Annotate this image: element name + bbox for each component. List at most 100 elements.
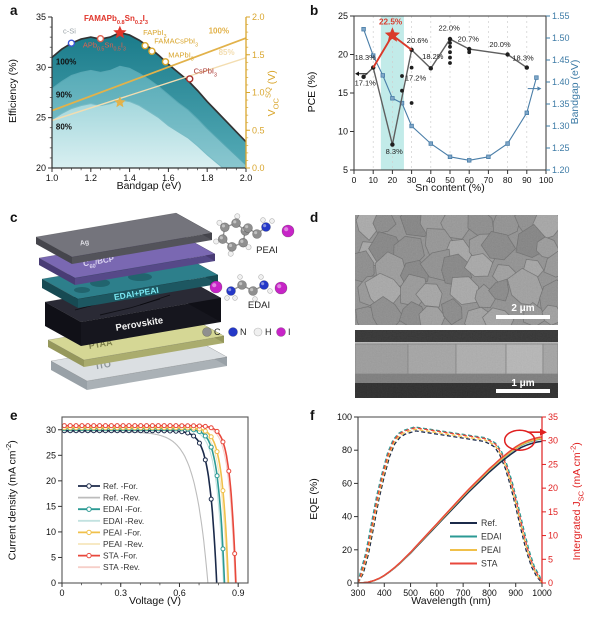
svg-text:30: 30 bbox=[407, 175, 417, 185]
svg-text:800: 800 bbox=[482, 588, 497, 598]
svg-text:700: 700 bbox=[456, 588, 471, 598]
svg-text:18.3%: 18.3% bbox=[512, 54, 534, 63]
svg-text:1.6: 1.6 bbox=[162, 173, 175, 183]
svg-text:25: 25 bbox=[548, 459, 558, 469]
svg-text:25: 25 bbox=[46, 450, 56, 460]
svg-text:EDAI: EDAI bbox=[481, 532, 502, 542]
svg-text:0.9: 0.9 bbox=[232, 588, 245, 598]
molecule-diagrams: PEAI EDAI bbox=[209, 213, 295, 311]
svg-text:1.25: 1.25 bbox=[552, 143, 570, 153]
svg-text:PEAI: PEAI bbox=[256, 245, 278, 256]
jv-curve bbox=[62, 427, 226, 584]
svg-text:30: 30 bbox=[36, 62, 46, 72]
svg-text:8.3%: 8.3% bbox=[386, 147, 403, 156]
svg-text:0: 0 bbox=[347, 578, 352, 588]
svg-text:10: 10 bbox=[46, 527, 56, 537]
svg-text:FAMAPb0.8Sn0.2I3: FAMAPb0.8Sn0.2I3 bbox=[84, 14, 148, 26]
svg-text:30: 30 bbox=[548, 436, 558, 446]
svg-text:FAPbI3: FAPbI3 bbox=[143, 28, 166, 40]
svg-text:1.0: 1.0 bbox=[252, 88, 265, 98]
svg-text:0.5: 0.5 bbox=[252, 125, 265, 135]
svg-text:C: C bbox=[214, 327, 221, 337]
panel-c: c ITO PTAA Perovskite EDAI+PEAI C60/BCP Ag PEA… bbox=[0, 205, 300, 405]
svg-text:0.3: 0.3 bbox=[114, 588, 127, 598]
pce-axis-arrow bbox=[355, 71, 359, 76]
svg-text:20: 20 bbox=[36, 163, 46, 173]
jsc-highlight-ellipse bbox=[503, 429, 536, 451]
scalebar-top bbox=[496, 315, 550, 319]
eqe-curve bbox=[358, 430, 542, 583]
panel-d-sem-images: 2 μm 1 μm bbox=[355, 215, 558, 398]
svg-text:85%: 85% bbox=[219, 48, 235, 57]
svg-text:5: 5 bbox=[343, 165, 348, 175]
svg-text:I: I bbox=[288, 327, 291, 337]
svg-text:0: 0 bbox=[352, 175, 357, 185]
panel-c-letter: c bbox=[10, 210, 18, 225]
svg-text:Ref. -For.: Ref. -For. bbox=[103, 481, 138, 491]
svg-text:20.7%: 20.7% bbox=[458, 34, 480, 43]
svg-text:MAPbI3: MAPbI3 bbox=[168, 50, 194, 62]
sem-cross-section bbox=[355, 330, 558, 398]
svg-text:500: 500 bbox=[403, 588, 418, 598]
svg-text:PEAI -Rev.: PEAI -Rev. bbox=[103, 539, 144, 549]
svg-text:1.55: 1.55 bbox=[552, 11, 570, 21]
panel-b-letter: b bbox=[310, 3, 319, 18]
svg-text:STA -Rev.: STA -Rev. bbox=[103, 562, 140, 572]
panel-a-letter: a bbox=[10, 3, 18, 18]
svg-text:90: 90 bbox=[522, 175, 532, 185]
svg-text:15: 15 bbox=[548, 507, 558, 517]
svg-text:EDAI -Rev.: EDAI -Rev. bbox=[103, 516, 144, 526]
sq-limit-bands bbox=[52, 31, 246, 168]
svg-text:APb0.5Sn0.5I3: APb0.5Sn0.5I3 bbox=[83, 41, 126, 53]
svg-text:5: 5 bbox=[548, 554, 553, 564]
svg-text:FAMACsPbI3: FAMACsPbI3 bbox=[154, 37, 198, 49]
svg-text:900: 900 bbox=[508, 588, 523, 598]
svg-text:18.3%: 18.3% bbox=[355, 53, 377, 62]
champion-star-marker bbox=[384, 27, 400, 42]
svg-text:90%: 90% bbox=[56, 91, 72, 100]
panel-b-chart: 17.1%18.3%8.3%22.5%20.6%17.2%18.2%22.0%2… bbox=[338, 11, 570, 185]
svg-text:22.5%: 22.5% bbox=[379, 17, 403, 26]
svg-text:25: 25 bbox=[338, 11, 348, 21]
svg-text:10: 10 bbox=[548, 531, 558, 541]
panel-b: b 17.1% 18.3% 8.3% 22.5% 20.6% 17.2% 18.2% 22.0… bbox=[300, 0, 600, 205]
svg-text:EDAI -For.: EDAI -For. bbox=[103, 504, 142, 514]
svg-text:17.1%: 17.1% bbox=[355, 78, 377, 87]
svg-text:1000: 1000 bbox=[532, 588, 552, 598]
svg-text:40: 40 bbox=[426, 175, 436, 185]
legend: Ref. EDAI PEAI STA bbox=[450, 518, 502, 569]
svg-text:20: 20 bbox=[388, 175, 398, 185]
svg-text:1 μm: 1 μm bbox=[511, 378, 534, 389]
svg-text:18.2%: 18.2% bbox=[422, 52, 444, 61]
eqe-curve bbox=[358, 427, 542, 583]
svg-text:60: 60 bbox=[464, 175, 474, 185]
eqe-curve bbox=[358, 426, 542, 583]
svg-text:2 μm: 2 μm bbox=[511, 303, 534, 314]
svg-text:1.20: 1.20 bbox=[552, 165, 570, 175]
svg-text:5: 5 bbox=[51, 552, 56, 562]
eqe-curve bbox=[358, 428, 542, 583]
svg-text:70: 70 bbox=[484, 175, 494, 185]
svg-text:STA -For.: STA -For. bbox=[103, 551, 138, 561]
svg-text:1.0: 1.0 bbox=[46, 173, 59, 183]
svg-text:10: 10 bbox=[368, 175, 378, 185]
svg-text:STA: STA bbox=[481, 559, 498, 569]
sem-top-view bbox=[355, 215, 558, 325]
svg-text:20: 20 bbox=[338, 50, 348, 60]
svg-text:1.35: 1.35 bbox=[552, 99, 570, 109]
svg-text:H: H bbox=[265, 327, 272, 337]
svg-text:80: 80 bbox=[342, 445, 352, 455]
svg-text:15: 15 bbox=[46, 501, 56, 511]
svg-text:1.30: 1.30 bbox=[552, 121, 570, 131]
svg-text:1.4: 1.4 bbox=[123, 173, 136, 183]
svg-text:100: 100 bbox=[539, 175, 553, 185]
svg-text:0: 0 bbox=[548, 578, 553, 588]
svg-text:0: 0 bbox=[59, 588, 64, 598]
svg-text:80%: 80% bbox=[56, 123, 72, 132]
bandgap-axis-arrow bbox=[537, 86, 542, 91]
svg-text:c-Si: c-Si bbox=[63, 27, 76, 36]
svg-text:20.6%: 20.6% bbox=[407, 36, 429, 45]
legend: Ref. -For. Ref. -Rev.EDAI -For. EDAI -Rev.… bbox=[78, 481, 144, 572]
svg-text:1.45: 1.45 bbox=[552, 55, 570, 65]
